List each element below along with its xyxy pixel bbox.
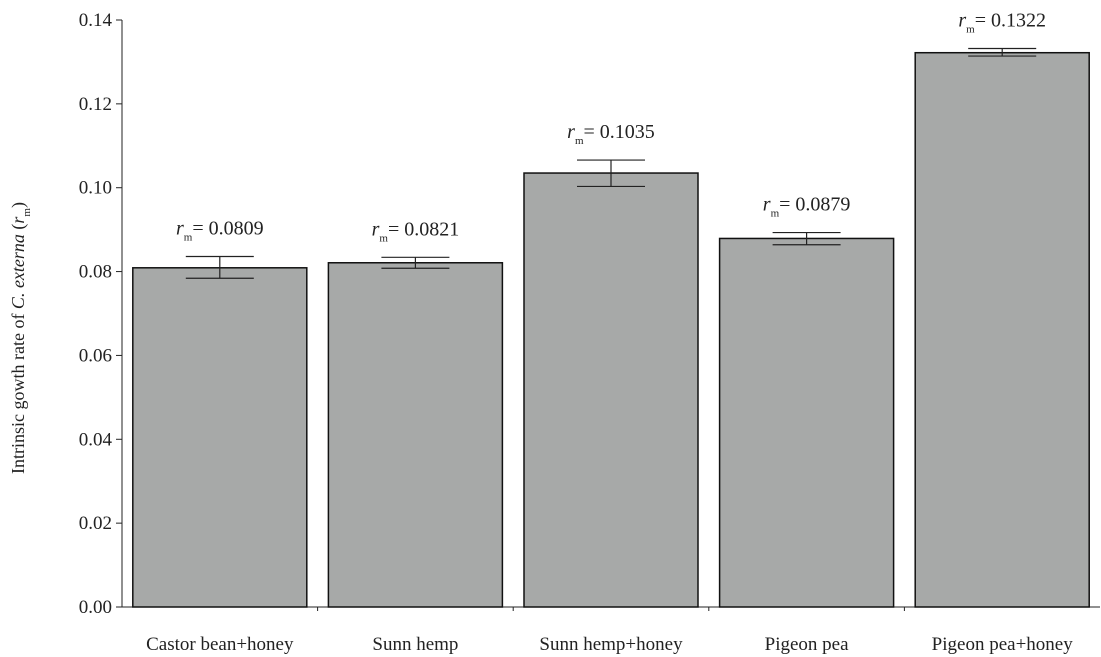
bar (523, 172, 699, 608)
bar (718, 237, 895, 608)
x-tick-label: Sunn hemp+honey (539, 634, 683, 655)
x-labels: Castor bean+honey Sunn hemp Sunn hemp+hone… (146, 634, 1073, 655)
y-tick-label: 0.12 (79, 94, 112, 115)
y-tick-label: 0.08 (79, 262, 112, 283)
data-label: rm= 0.0809 (176, 217, 264, 243)
y-tick-label: 0.14 (79, 10, 113, 31)
bar (132, 267, 308, 608)
x-tick-label: Pigeon pea+honey (932, 634, 1074, 655)
bar (914, 51, 1090, 608)
error-bars (185, 47, 1037, 279)
data-labels: rm= 0.0809 rm= 0.0821 rm= 0.1035 rm= 0.0879… (176, 10, 1046, 245)
y-tick-label: 0.04 (79, 429, 113, 450)
data-label: rm= 0.0879 (763, 194, 851, 220)
y-tick-label: 0.10 (79, 178, 112, 199)
data-label: rm= 0.1322 (958, 10, 1046, 36)
data-label: rm= 0.0821 (372, 218, 460, 244)
bars (132, 51, 1090, 608)
data-label: rm= 0.1035 (567, 121, 655, 147)
y-tick-label: 0.06 (79, 345, 112, 366)
x-tick-label: Castor bean+honey (146, 634, 294, 655)
y-axis-title: Intrinsic gowth rate of C. externa (rm) (8, 202, 33, 474)
bar (327, 262, 504, 608)
y-ticks: 0.00 0.02 0.04 0.06 0.08 0.10 0.12 0.14 (79, 10, 122, 618)
y-tick-label: 0.00 (79, 597, 112, 618)
x-tick-label: Pigeon pea (765, 634, 849, 655)
x-tick-label: Sunn hemp (372, 634, 458, 655)
y-tick-label: 0.02 (79, 513, 112, 534)
